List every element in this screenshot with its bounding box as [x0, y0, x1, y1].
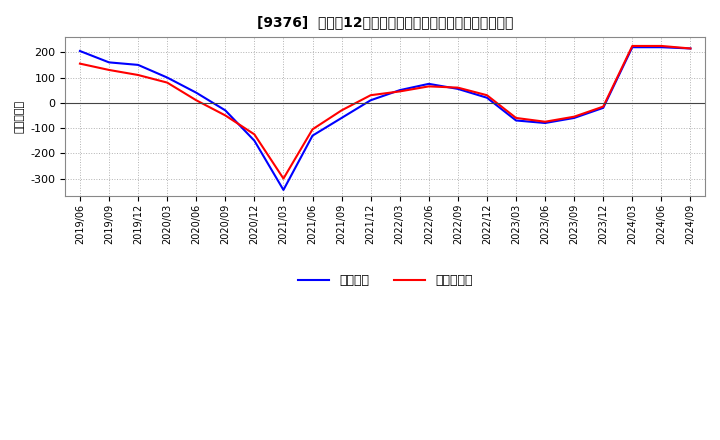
当期純利益 — [221, 113, 230, 118]
経常利益 — [628, 44, 636, 50]
当期純利益 — [686, 46, 695, 51]
当期純利益 — [454, 85, 462, 90]
当期純利益 — [570, 114, 578, 119]
当期純利益 — [134, 72, 143, 77]
経常利益 — [395, 88, 404, 93]
当期純利益 — [512, 115, 521, 121]
Line: 当期純利益: 当期純利益 — [80, 46, 690, 179]
経常利益 — [163, 75, 171, 80]
経常利益 — [541, 121, 549, 126]
経常利益 — [134, 62, 143, 67]
当期純利益 — [482, 92, 491, 98]
経常利益 — [454, 86, 462, 92]
当期純利益 — [308, 127, 317, 132]
Y-axis label: （百万円）: （百万円） — [15, 100, 25, 133]
Title: [9376]  利益だ12か月移動合計の対前年同期増減額の推移: [9376] 利益だ12か月移動合計の対前年同期増減額の推移 — [257, 15, 513, 29]
経常利益 — [250, 138, 258, 143]
経常利益 — [512, 118, 521, 123]
当期純利益 — [657, 43, 666, 48]
経常利益 — [482, 95, 491, 100]
当期純利益 — [366, 92, 375, 98]
当期純利益 — [395, 89, 404, 94]
当期純利益 — [104, 67, 113, 73]
当期純利益 — [541, 119, 549, 125]
経常利益 — [192, 90, 201, 95]
当期純利益 — [628, 43, 636, 48]
経常利益 — [279, 187, 288, 193]
Legend: 経常利益, 当期純利益: 経常利益, 当期純利益 — [293, 269, 477, 292]
当期純利益 — [163, 80, 171, 85]
経常利益 — [686, 46, 695, 51]
経常利益 — [221, 108, 230, 113]
当期純利益 — [76, 61, 84, 66]
当期純利益 — [250, 132, 258, 137]
経常利益 — [366, 98, 375, 103]
当期純利益 — [425, 84, 433, 89]
当期純利益 — [599, 104, 608, 109]
Line: 経常利益: 経常利益 — [80, 47, 690, 190]
経常利益 — [425, 81, 433, 87]
経常利益 — [104, 60, 113, 65]
経常利益 — [76, 48, 84, 54]
当期純利益 — [192, 98, 201, 103]
当期純利益 — [279, 176, 288, 181]
経常利益 — [657, 44, 666, 50]
経常利益 — [599, 105, 608, 110]
経常利益 — [570, 115, 578, 121]
経常利益 — [308, 133, 317, 138]
当期純利益 — [337, 108, 346, 113]
経常利益 — [337, 115, 346, 121]
